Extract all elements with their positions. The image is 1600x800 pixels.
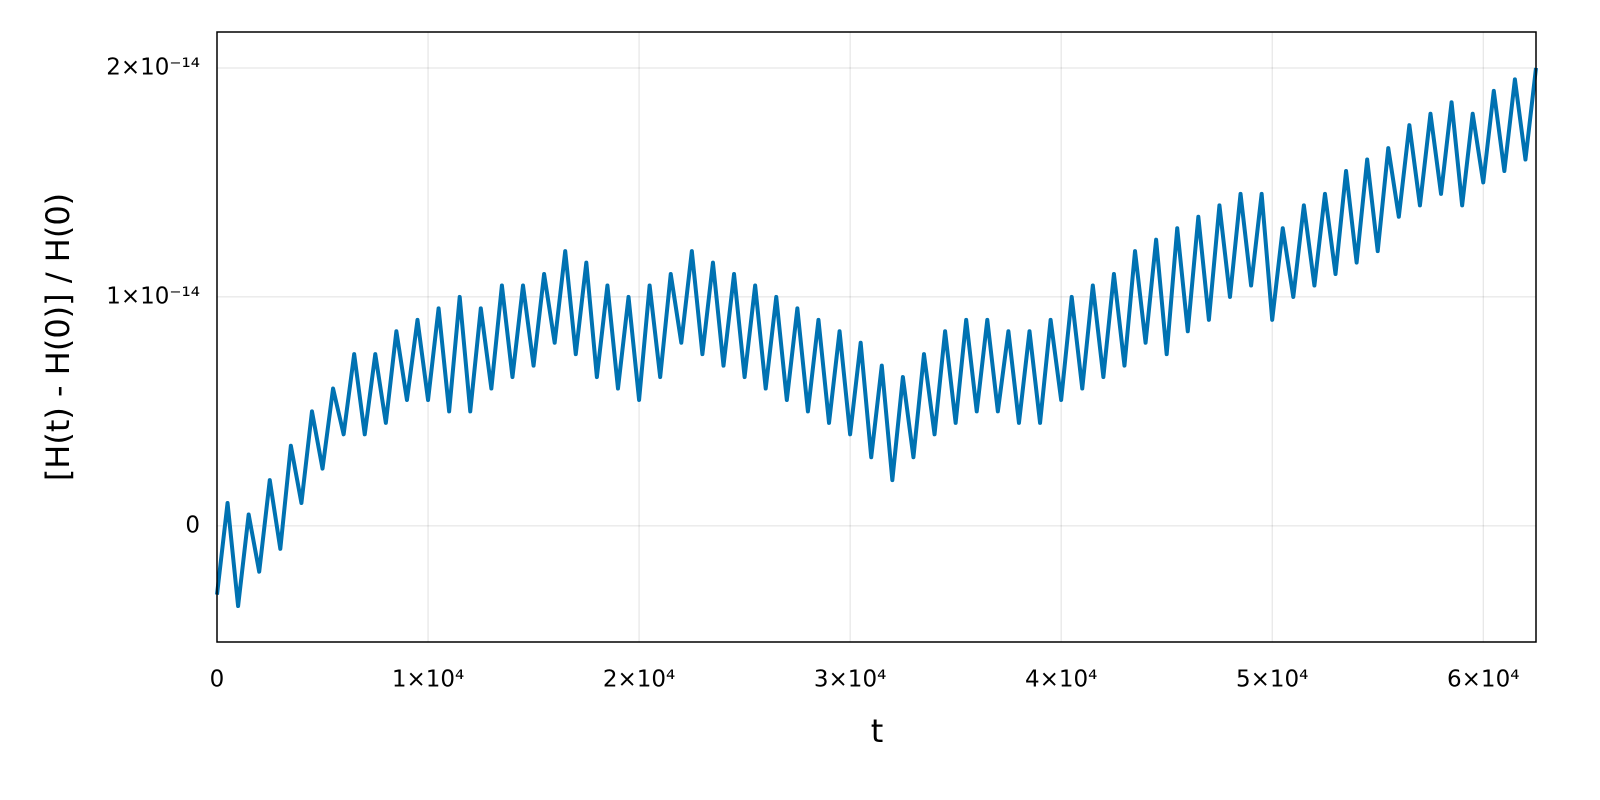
x-tick-label: 2×10⁴ xyxy=(603,667,675,693)
x-tick-label: 5×10⁴ xyxy=(1236,667,1308,693)
grid xyxy=(216,32,1536,642)
y-axis-label: [H(t) - H(0)] / H(0) xyxy=(39,193,77,481)
x-tick-label: 6×10⁴ xyxy=(1447,667,1519,693)
plot-lines xyxy=(215,67,1538,609)
y-tick-label: 1×10⁻¹⁴ xyxy=(106,283,200,309)
data-line xyxy=(215,67,1538,609)
y-tick-label: 0 xyxy=(185,512,200,538)
y-tick-label: 2×10⁻¹⁴ xyxy=(106,54,200,80)
plot-frame xyxy=(216,31,1537,643)
x-tick-label: 1×10⁴ xyxy=(392,667,464,693)
x-tick-label: 0 xyxy=(210,667,225,693)
x-axis-label: t xyxy=(871,712,884,750)
x-tick-label: 4×10⁴ xyxy=(1025,667,1097,693)
x-tick-label: 3×10⁴ xyxy=(814,667,886,693)
